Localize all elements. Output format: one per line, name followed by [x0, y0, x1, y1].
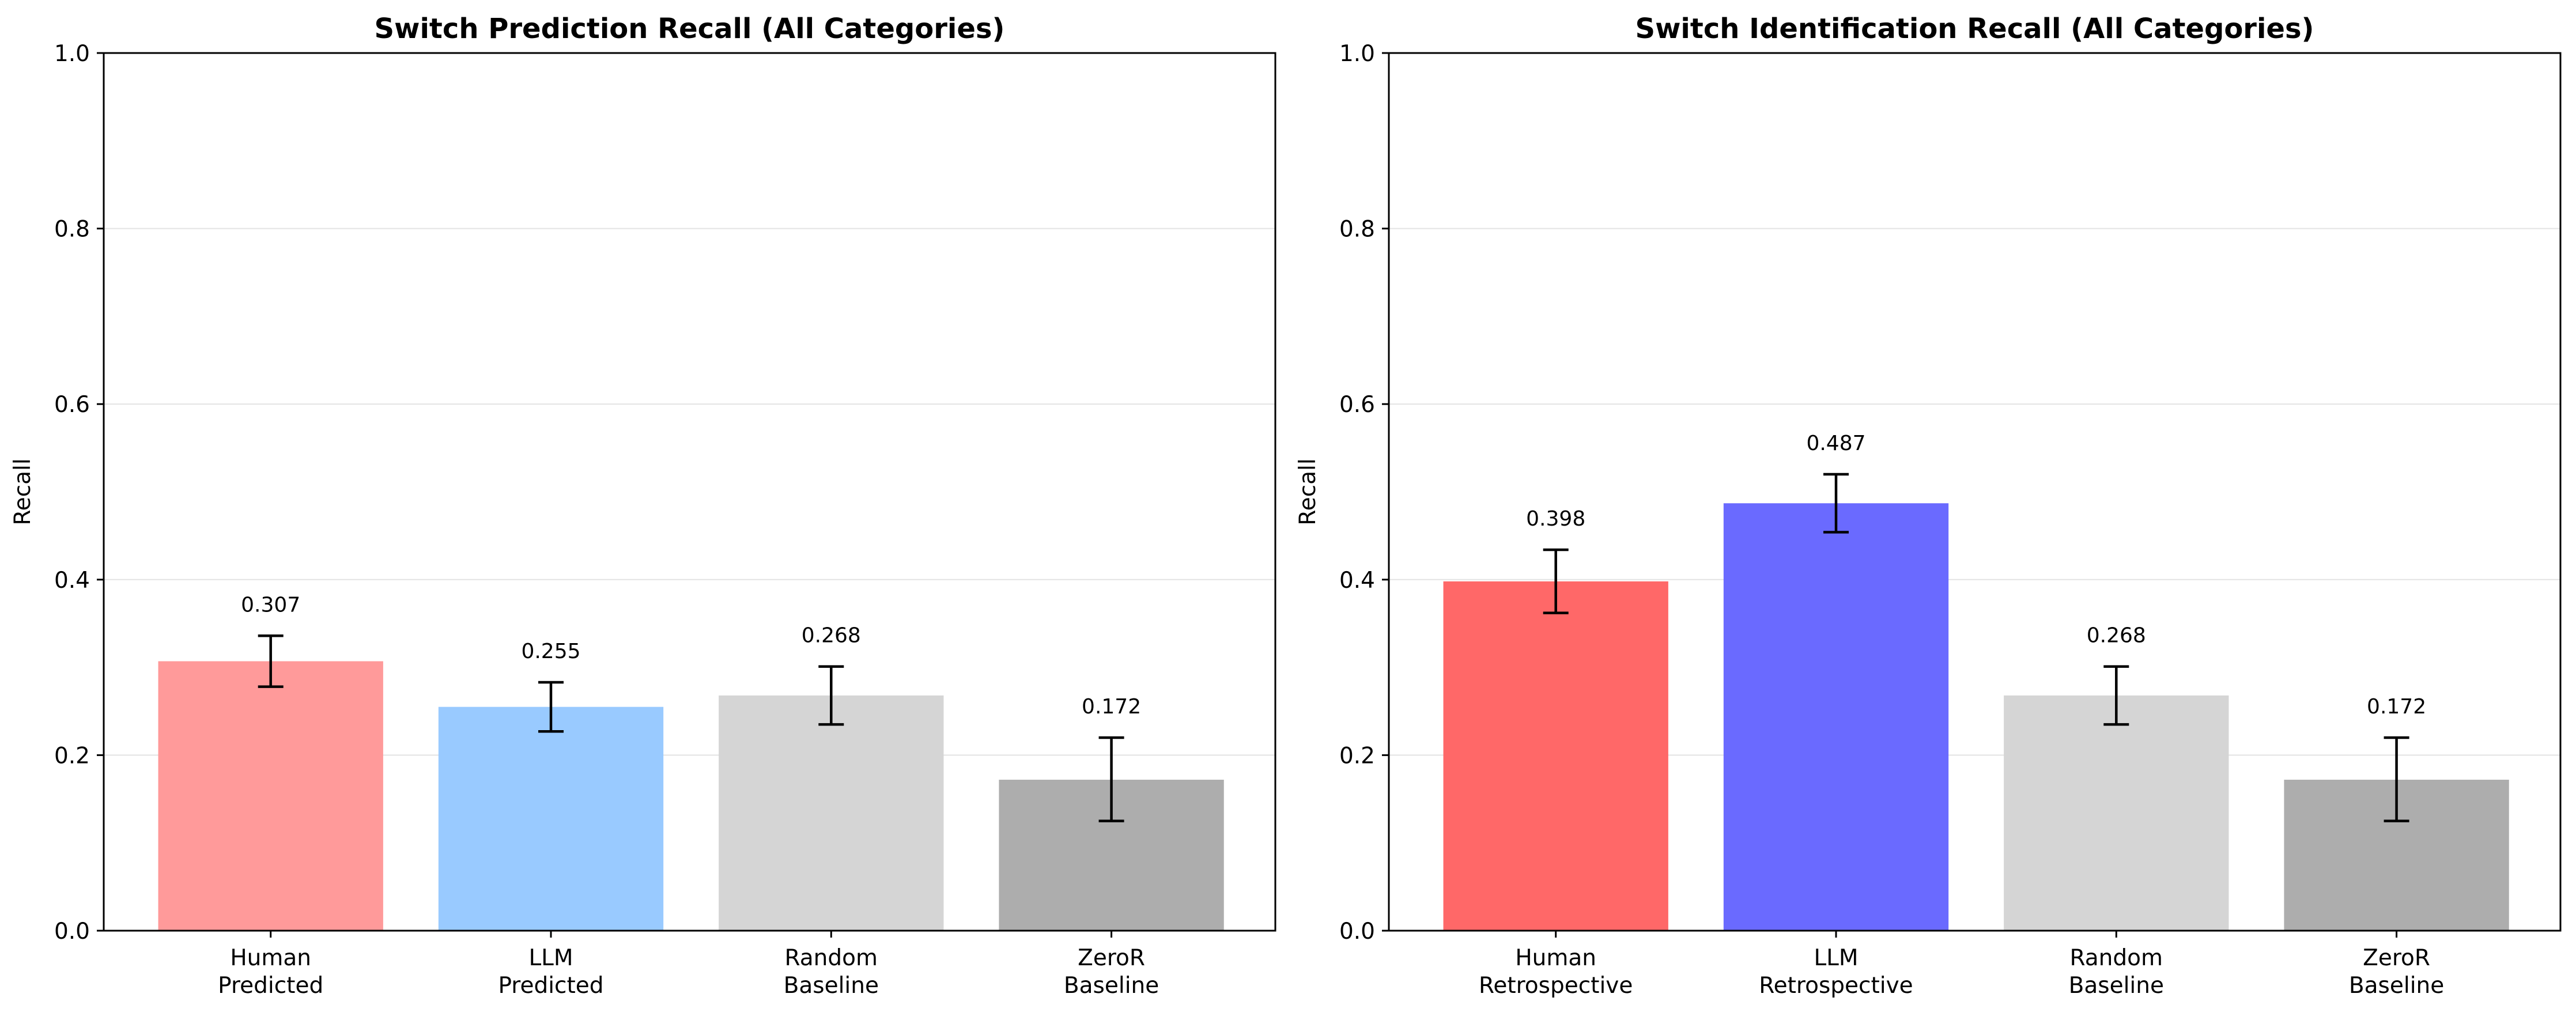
x-tick-label: Retrospective	[1479, 973, 1633, 999]
bar	[1723, 503, 1949, 931]
x-tick-label: Random	[2070, 945, 2163, 971]
chart-panel-2: 0.398 0.487 0.268 0.172 0.0 0.2 0.4 0.6 0.8 1.0 Hu…	[1295, 13, 2562, 999]
value-label: 0.307	[241, 593, 300, 617]
plot-frame	[1388, 52, 2562, 932]
y-tick-label: 1.0	[1339, 41, 1375, 67]
y-tick-label: 0.4	[54, 568, 90, 594]
chart-title: Switch Prediction Recall (All Categories…	[375, 13, 1005, 45]
value-label: 0.172	[2367, 695, 2426, 719]
x-tick-label: ZeroR	[1078, 945, 1145, 971]
y-tick-label: 0.6	[1339, 392, 1375, 418]
y-tick-label: 0.4	[1339, 568, 1375, 594]
value-label: 0.268	[2087, 624, 2146, 648]
x-tick-label: LLM	[1814, 945, 1858, 971]
y-tick-label: 1.0	[54, 41, 90, 67]
y-axis-label: Recall	[10, 458, 36, 525]
x-tick-label: LLM	[528, 945, 573, 971]
y-tick-label: 0.6	[54, 392, 90, 418]
y-tick-label: 0.8	[54, 217, 90, 243]
value-label: 0.268	[802, 624, 861, 648]
value-label: 0.172	[1082, 695, 1141, 719]
x-tick-label: Predicted	[498, 973, 603, 999]
y-tick-label: 0.0	[54, 919, 90, 945]
value-label: 0.255	[521, 640, 580, 663]
bar	[438, 707, 664, 931]
bar	[2004, 695, 2229, 931]
value-label: 0.487	[1806, 432, 1865, 455]
x-tick-label: Baseline	[1064, 973, 1159, 999]
x-tick-label: Predicted	[218, 973, 323, 999]
x-tick-label: Human	[230, 945, 311, 971]
x-tick-label: Baseline	[2349, 973, 2444, 999]
bar	[158, 661, 383, 931]
x-tick-label: Baseline	[784, 973, 879, 999]
bar	[719, 695, 944, 931]
chart-title: Switch Identification Recall (All Catego…	[1636, 13, 2314, 45]
x-tick-label: Retrospective	[1759, 973, 1913, 999]
plot-frame	[103, 52, 1276, 932]
bar	[1443, 581, 1668, 931]
y-tick-label: 0.0	[1339, 919, 1375, 945]
y-tick-label: 0.2	[54, 743, 90, 769]
x-tick-label: Human	[1515, 945, 1596, 971]
value-label: 0.398	[1526, 507, 1585, 531]
y-tick-label: 0.8	[1339, 217, 1375, 243]
chart-panel-1: 0.307 0.255 0.268 0.172 0.0 0.2 0.4 0.6 0.8 1.0 Hu…	[10, 13, 1276, 999]
y-tick-label: 0.2	[1339, 743, 1375, 769]
x-tick-label: Baseline	[2069, 973, 2164, 999]
x-tick-label: ZeroR	[2363, 945, 2430, 971]
x-tick-label: Random	[785, 945, 878, 971]
y-axis-label: Recall	[1295, 458, 1321, 525]
